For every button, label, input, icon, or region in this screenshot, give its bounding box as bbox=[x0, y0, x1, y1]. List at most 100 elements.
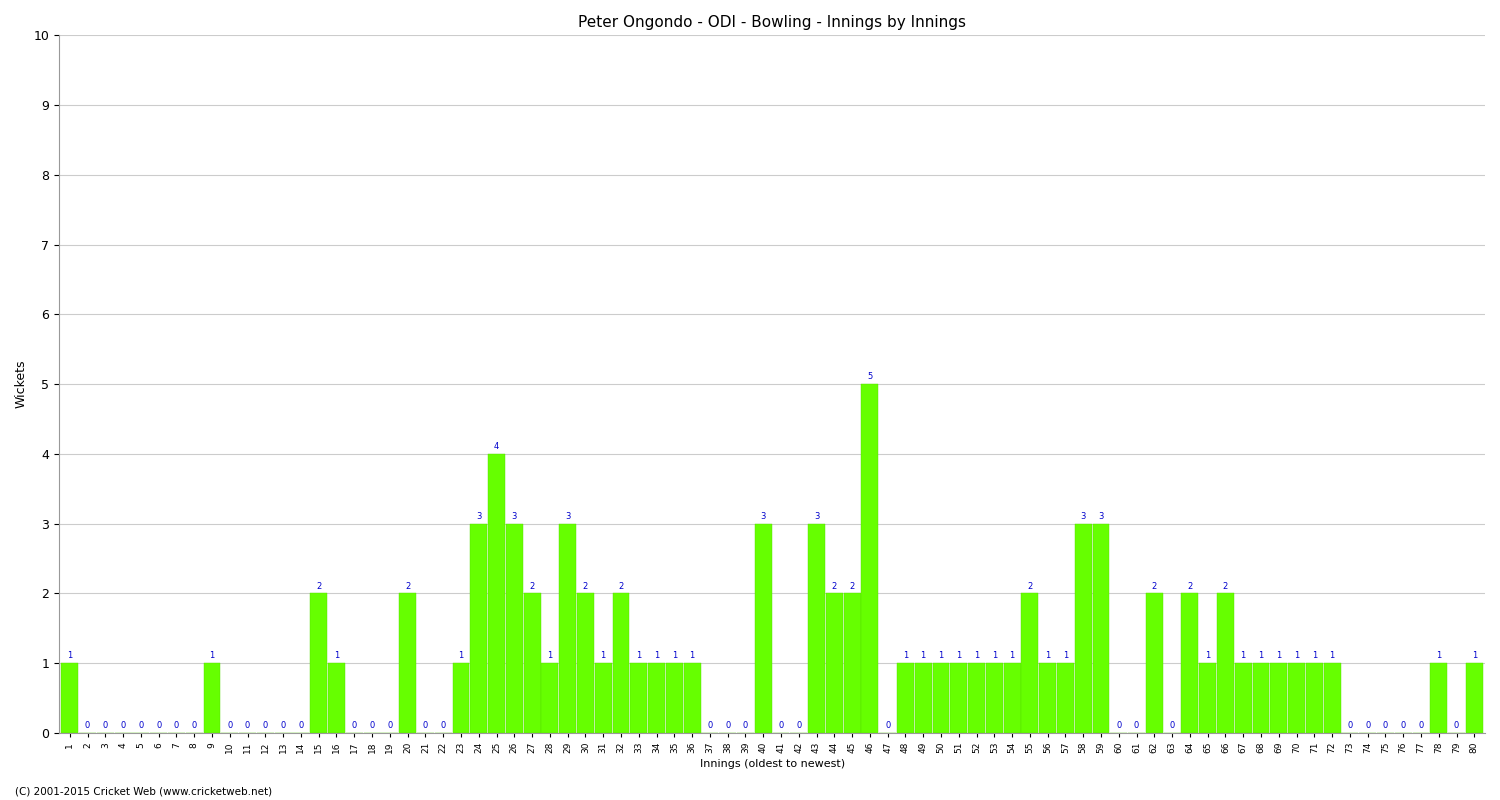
Bar bbox=[471, 524, 488, 733]
Bar bbox=[666, 663, 682, 733]
Text: 0: 0 bbox=[1419, 721, 1424, 730]
Text: 3: 3 bbox=[512, 512, 518, 521]
Text: 0: 0 bbox=[369, 721, 375, 730]
Text: 2: 2 bbox=[1152, 582, 1156, 590]
Bar bbox=[754, 524, 771, 733]
Text: 1: 1 bbox=[992, 651, 998, 660]
Bar bbox=[488, 454, 506, 733]
Text: 0: 0 bbox=[1454, 721, 1460, 730]
Bar bbox=[1198, 663, 1216, 733]
Bar bbox=[1076, 524, 1092, 733]
Bar bbox=[808, 524, 825, 733]
Text: 0: 0 bbox=[1383, 721, 1388, 730]
Text: 3: 3 bbox=[815, 512, 819, 521]
Text: 1: 1 bbox=[68, 651, 72, 660]
Text: 4: 4 bbox=[494, 442, 500, 451]
Bar bbox=[684, 663, 700, 733]
Text: 2: 2 bbox=[618, 582, 624, 590]
Text: 1: 1 bbox=[690, 651, 694, 660]
Text: 0: 0 bbox=[796, 721, 801, 730]
Text: 0: 0 bbox=[138, 721, 144, 730]
Text: 1: 1 bbox=[1472, 651, 1478, 660]
Text: 5: 5 bbox=[867, 372, 873, 382]
Text: 0: 0 bbox=[1347, 721, 1353, 730]
Bar bbox=[1146, 594, 1162, 733]
Bar bbox=[861, 384, 879, 733]
Text: 0: 0 bbox=[86, 721, 90, 730]
Bar bbox=[399, 594, 416, 733]
Text: 1: 1 bbox=[903, 651, 908, 660]
Bar bbox=[328, 663, 345, 733]
Bar bbox=[594, 663, 612, 733]
Text: 1: 1 bbox=[334, 651, 339, 660]
Bar bbox=[648, 663, 664, 733]
Bar bbox=[578, 594, 594, 733]
Bar bbox=[1306, 663, 1323, 733]
Text: 0: 0 bbox=[262, 721, 268, 730]
Bar bbox=[524, 594, 540, 733]
Text: 1: 1 bbox=[1240, 651, 1246, 660]
Bar bbox=[630, 663, 646, 733]
Bar bbox=[897, 663, 914, 733]
Text: 0: 0 bbox=[1116, 721, 1122, 730]
Text: 0: 0 bbox=[387, 721, 393, 730]
X-axis label: Innings (oldest to newest): Innings (oldest to newest) bbox=[699, 759, 844, 769]
Text: 1: 1 bbox=[1294, 651, 1299, 660]
Bar bbox=[1288, 663, 1305, 733]
Text: 1: 1 bbox=[600, 651, 606, 660]
Bar bbox=[1252, 663, 1269, 733]
Text: 2: 2 bbox=[405, 582, 410, 590]
Bar bbox=[827, 594, 843, 733]
Bar bbox=[1004, 663, 1020, 733]
Bar bbox=[1323, 663, 1341, 733]
Text: 0: 0 bbox=[298, 721, 303, 730]
Text: 0: 0 bbox=[156, 721, 162, 730]
Text: 1: 1 bbox=[210, 651, 214, 660]
Text: 1: 1 bbox=[1010, 651, 1014, 660]
Text: 2: 2 bbox=[316, 582, 321, 590]
Bar bbox=[1234, 663, 1251, 733]
Text: 1: 1 bbox=[1329, 651, 1335, 660]
Text: 1: 1 bbox=[974, 651, 980, 660]
Text: 0: 0 bbox=[778, 721, 783, 730]
Text: 1: 1 bbox=[956, 651, 962, 660]
Text: 1: 1 bbox=[1311, 651, 1317, 660]
Text: 0: 0 bbox=[1401, 721, 1406, 730]
Text: 0: 0 bbox=[706, 721, 712, 730]
Text: 0: 0 bbox=[724, 721, 730, 730]
Text: 1: 1 bbox=[636, 651, 642, 660]
Text: 1: 1 bbox=[654, 651, 658, 660]
Y-axis label: Wickets: Wickets bbox=[15, 360, 28, 408]
Text: 3: 3 bbox=[476, 512, 482, 521]
Text: 1: 1 bbox=[459, 651, 464, 660]
Text: 3: 3 bbox=[1080, 512, 1086, 521]
Text: 1: 1 bbox=[1436, 651, 1442, 660]
Text: 2: 2 bbox=[530, 582, 534, 590]
Text: 3: 3 bbox=[760, 512, 766, 521]
Bar bbox=[1216, 594, 1234, 733]
Text: 0: 0 bbox=[423, 721, 427, 730]
Text: 3: 3 bbox=[566, 512, 570, 521]
Bar bbox=[1092, 524, 1110, 733]
Bar bbox=[933, 663, 950, 733]
Bar bbox=[310, 594, 327, 733]
Text: 2: 2 bbox=[1186, 582, 1192, 590]
Text: 0: 0 bbox=[1365, 721, 1371, 730]
Text: 0: 0 bbox=[441, 721, 446, 730]
Text: 0: 0 bbox=[351, 721, 357, 730]
Text: 0: 0 bbox=[1170, 721, 1174, 730]
Text: 1: 1 bbox=[1258, 651, 1263, 660]
Text: 2: 2 bbox=[831, 582, 837, 590]
Text: 0: 0 bbox=[226, 721, 232, 730]
Bar bbox=[951, 663, 968, 733]
Bar bbox=[612, 594, 630, 733]
Bar bbox=[1182, 594, 1198, 733]
Bar bbox=[1466, 663, 1484, 733]
Bar bbox=[453, 663, 470, 733]
Text: (C) 2001-2015 Cricket Web (www.cricketweb.net): (C) 2001-2015 Cricket Web (www.cricketwe… bbox=[15, 786, 272, 796]
Bar bbox=[843, 594, 861, 733]
Text: 1: 1 bbox=[1276, 651, 1281, 660]
Text: 2: 2 bbox=[1222, 582, 1228, 590]
Text: 0: 0 bbox=[280, 721, 286, 730]
Bar bbox=[1022, 594, 1038, 733]
